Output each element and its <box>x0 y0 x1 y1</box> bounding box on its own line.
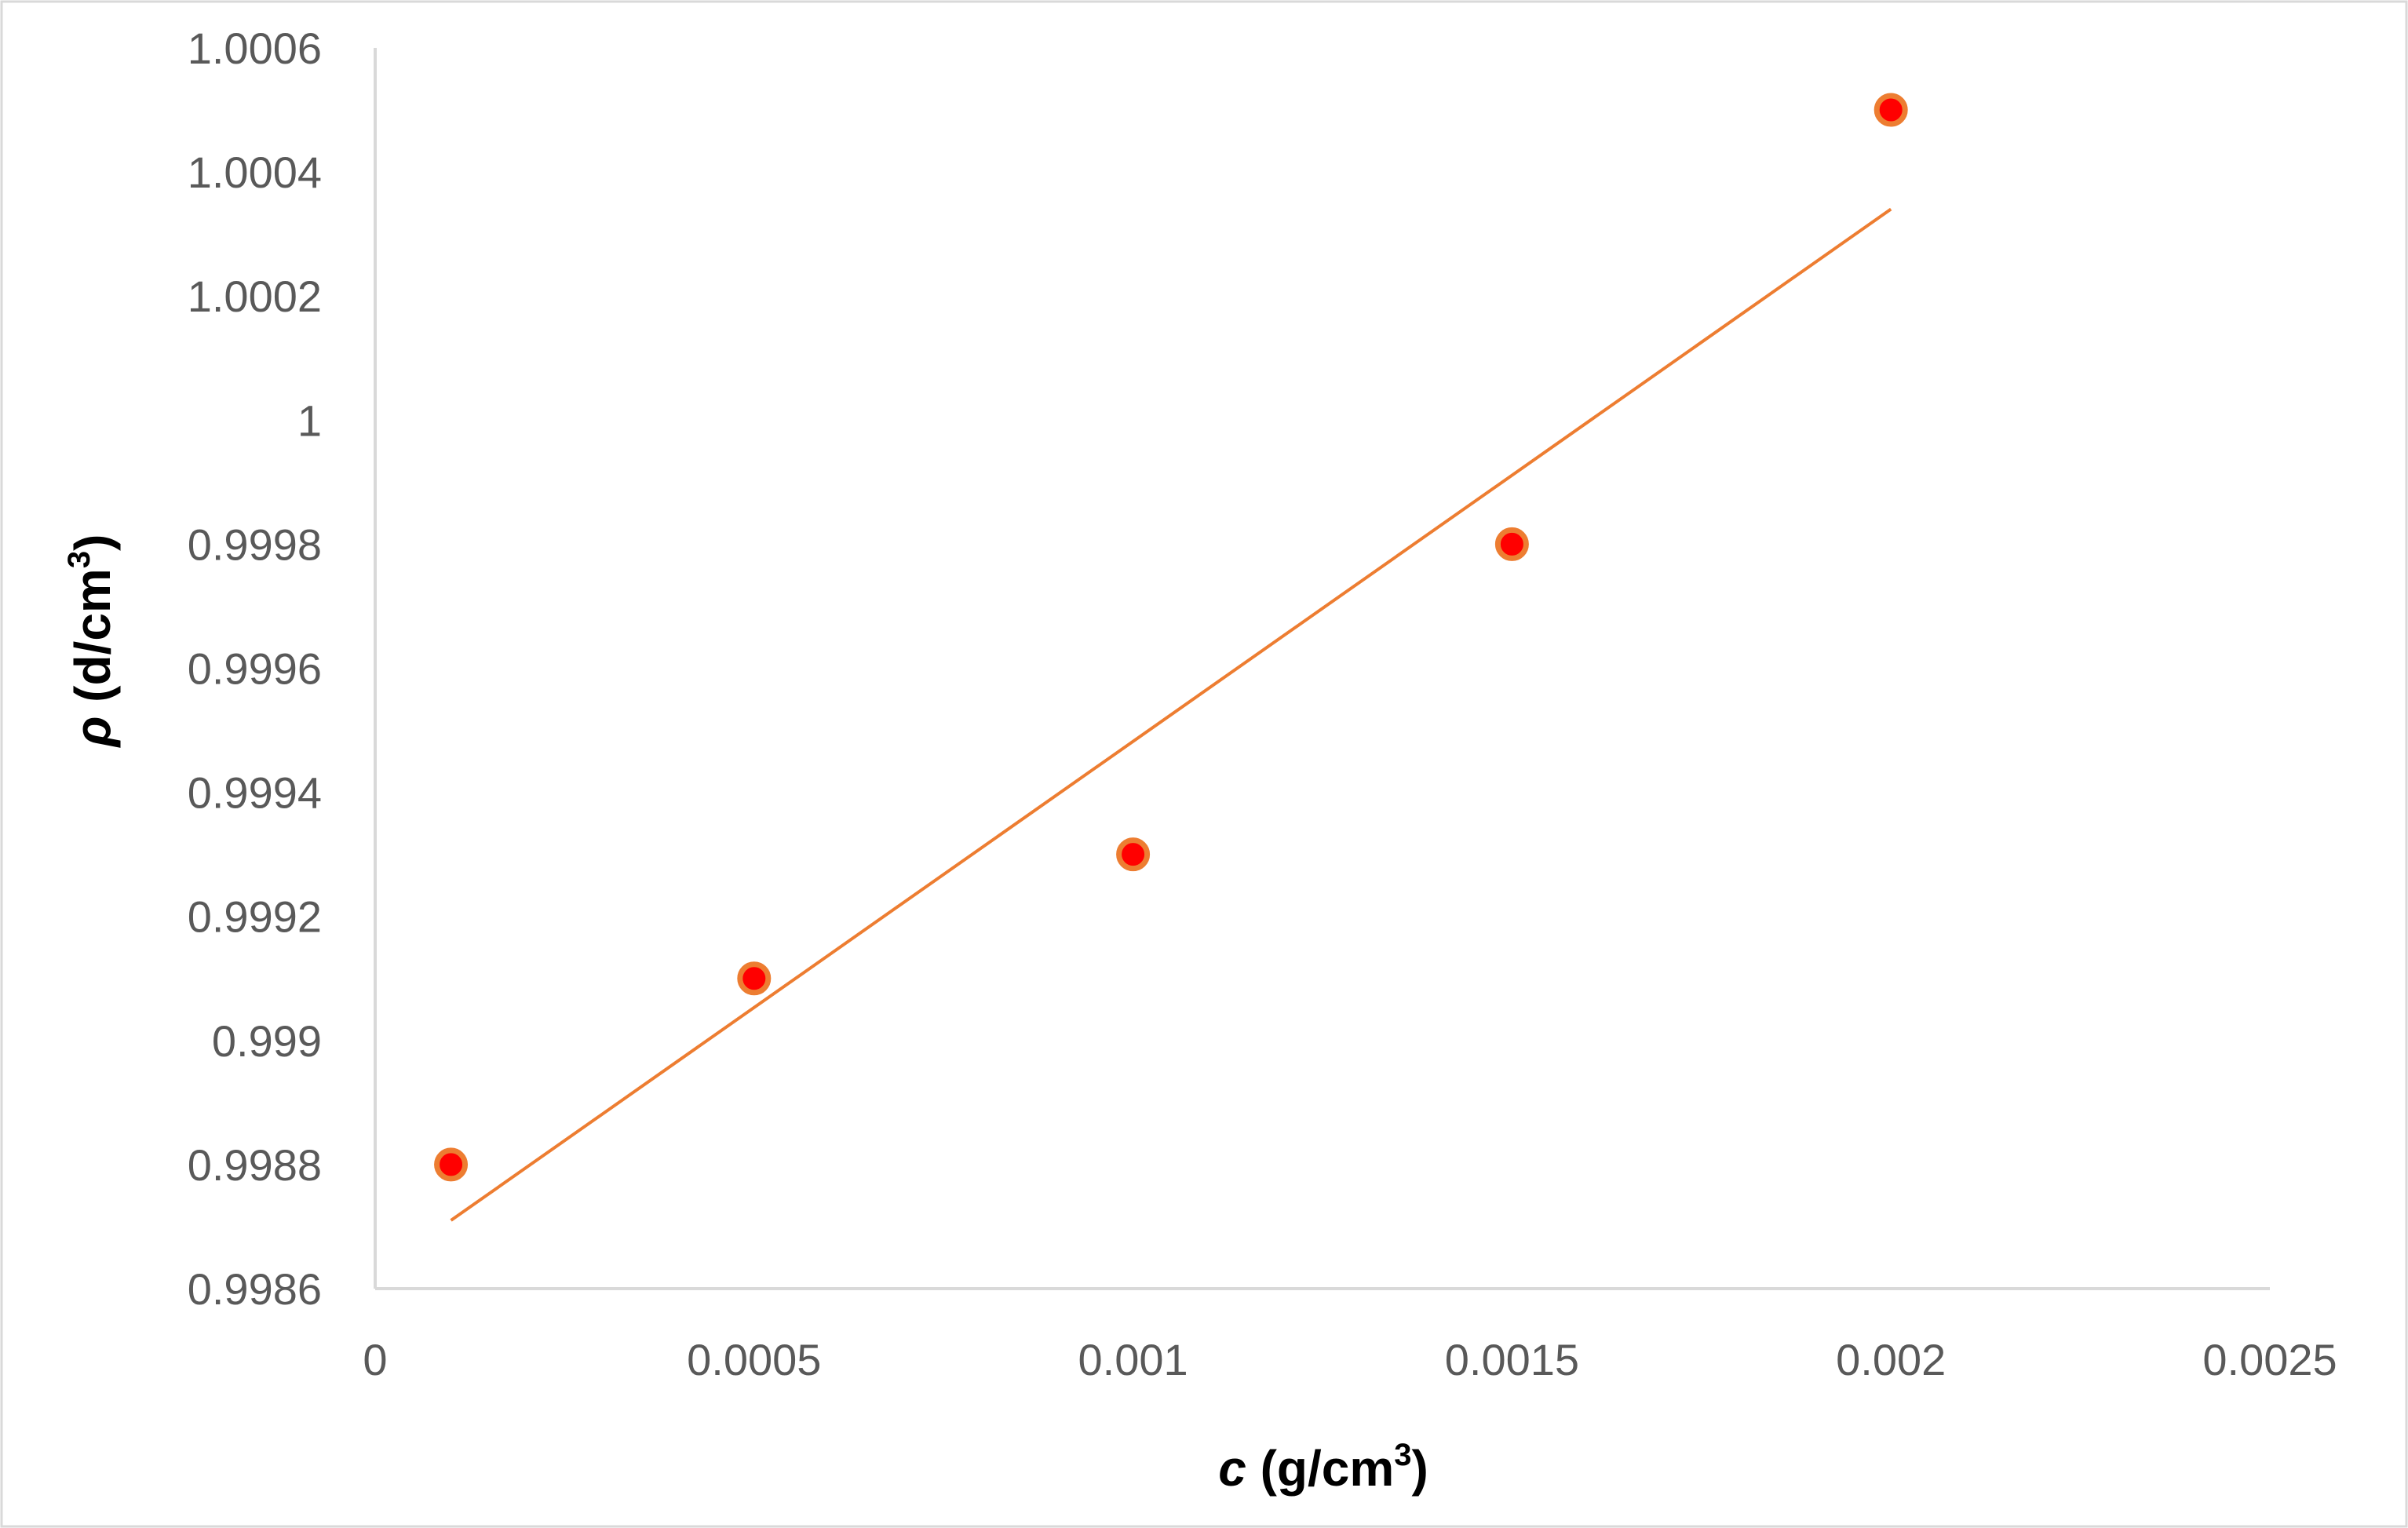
x-axis-title: c (g/cm3) <box>1218 1438 1428 1497</box>
y-tick-label: 1.0006 <box>188 24 322 73</box>
y-axis-symbol: ρ <box>64 717 121 749</box>
trendline-layer <box>450 207 1892 1222</box>
linear-trendline <box>450 207 1892 1222</box>
y-tick-label: 0.9998 <box>188 520 322 569</box>
y-tick-labels: 0.9986 0.9988 0.999 0.9992 0.9994 0.9996 0.999… <box>188 24 322 1314</box>
y-axis-unit-suffix: ) <box>64 534 121 551</box>
data-point <box>737 961 772 996</box>
y-axis-unit-superscript: 3 <box>62 551 97 568</box>
x-tick-label: 0.001 <box>1078 1335 1188 1384</box>
x-tick-labels: 0 0.0005 0.001 0.0015 0.002 0.0025 <box>363 1335 2337 1384</box>
y-tick-label: 0.9994 <box>188 768 322 818</box>
data-point <box>1494 527 1529 561</box>
x-axis-unit-prefix: (g/cm <box>1246 1440 1394 1497</box>
y-tick-label: 1 <box>297 396 322 445</box>
data-point <box>1116 837 1151 872</box>
x-tick-label: 0 <box>363 1335 387 1384</box>
y-tick-label: 1.0002 <box>188 272 322 321</box>
y-tick-label: 0.999 <box>212 1016 322 1066</box>
data-points <box>434 93 1908 1182</box>
x-tick-label: 0.0005 <box>687 1335 821 1384</box>
y-axis-unit-prefix: (d/cm <box>64 568 121 716</box>
y-tick-label: 0.9986 <box>188 1264 322 1314</box>
x-tick-label: 0.0025 <box>2202 1335 2337 1384</box>
axes <box>374 48 2270 1290</box>
x-tick-label: 0.002 <box>1836 1335 1946 1384</box>
y-tick-label: 1.0004 <box>188 148 322 197</box>
y-tick-label: 0.9988 <box>188 1140 322 1190</box>
x-axis-unit-suffix: ) <box>1412 1440 1428 1497</box>
x-axis-symbol: c <box>1218 1440 1246 1497</box>
data-point <box>434 1147 469 1182</box>
x-axis-unit-superscript: 3 <box>1394 1438 1411 1472</box>
y-tick-label: 0.9996 <box>188 644 322 694</box>
data-point <box>1873 93 1908 127</box>
y-axis-title: ρ (d/cm3) <box>62 534 121 749</box>
x-tick-label: 0.0015 <box>1445 1335 1579 1384</box>
y-tick-label: 0.9992 <box>188 892 322 942</box>
